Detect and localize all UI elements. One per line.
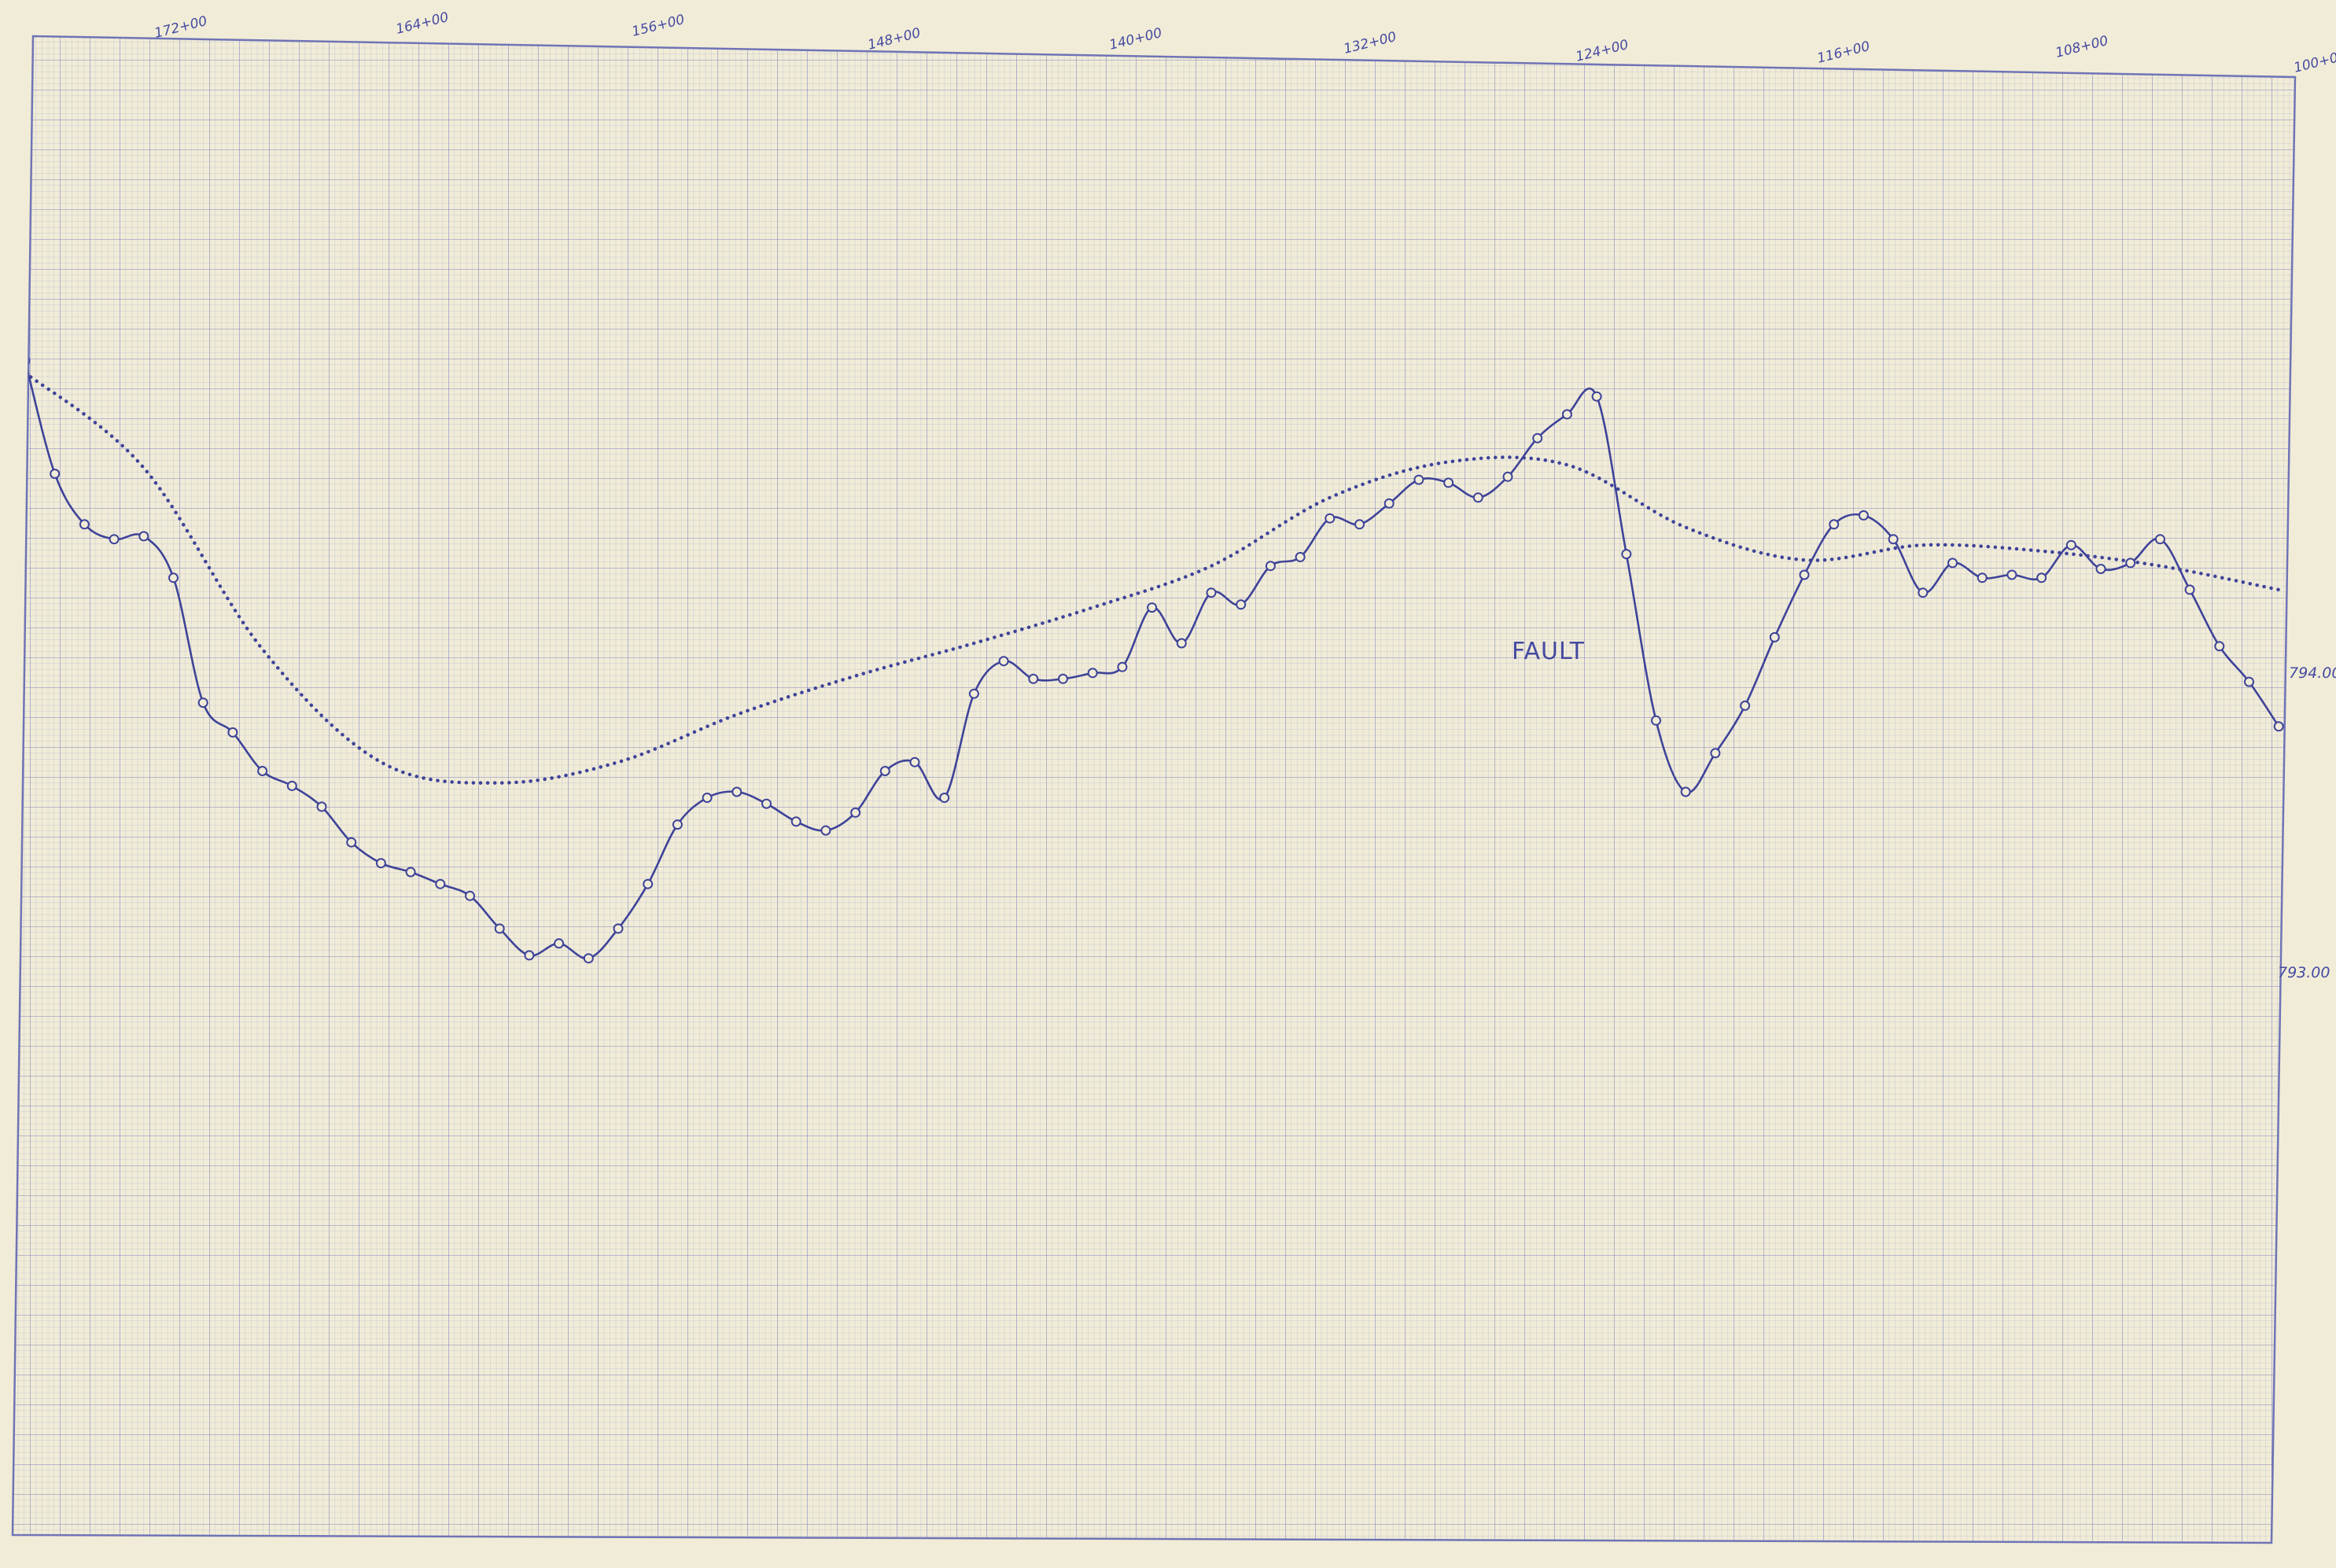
data-point [405, 867, 416, 878]
data-point [1295, 551, 1306, 562]
data-point [554, 938, 565, 949]
station-label-172: 172+00 [153, 13, 208, 42]
data-point [1829, 519, 1840, 530]
data-point [435, 878, 446, 889]
elevation-label-794: 794.00 [2289, 664, 2336, 682]
data-point [909, 756, 920, 767]
data-point [2036, 572, 2047, 583]
data-point [2214, 641, 2225, 652]
data-point [375, 858, 386, 869]
data-point [1502, 471, 1513, 482]
data-point [2125, 558, 2136, 569]
data-point [2095, 564, 2106, 574]
grid-area [11, 35, 2297, 1544]
grid-border [11, 35, 2297, 1544]
data-point [1532, 432, 1543, 444]
data-point [731, 786, 742, 797]
data-point [1443, 477, 1454, 488]
data-point [1236, 599, 1247, 610]
data-point [1206, 587, 1217, 598]
data-point [197, 698, 208, 709]
data-point [2244, 676, 2254, 687]
data-point [1325, 513, 1336, 524]
data-point [643, 878, 654, 889]
data-point [761, 798, 772, 809]
data-point [286, 780, 297, 791]
dotted-trend-layer [23, 370, 2281, 785]
data-point [1413, 474, 1424, 485]
data-point [2006, 569, 2017, 580]
data-point [1591, 391, 1602, 402]
station-label-148: 148+00 [866, 25, 922, 53]
data-point [1888, 534, 1899, 545]
data-point [524, 950, 535, 961]
data-point [939, 793, 950, 803]
data-point [2154, 534, 2165, 545]
elevation-label-793: 793.00 [2278, 964, 2330, 981]
data-point [1918, 587, 1929, 598]
data-point [138, 531, 149, 542]
data-point [702, 793, 713, 803]
data-point [613, 923, 624, 934]
data-point [1621, 549, 1632, 560]
data-point [790, 816, 801, 827]
station-label-164: 164+00 [394, 9, 450, 38]
profile-plot [20, 355, 2284, 964]
data-point [1354, 519, 1365, 530]
data-point [227, 727, 238, 738]
station-label-108: 108+00 [2054, 33, 2109, 61]
station-label-156: 156+00 [630, 12, 686, 40]
data-point [168, 572, 179, 583]
data-point [109, 534, 120, 545]
data-point [2184, 584, 2195, 595]
data-point [1710, 748, 1721, 759]
data-point [1680, 786, 1691, 797]
data-point [1117, 661, 1128, 672]
annotations: FAULT [1512, 638, 1585, 665]
trend-series-line [23, 370, 2281, 785]
station-label-116: 116+00 [1815, 39, 1871, 67]
data-point [494, 923, 505, 934]
data-point [850, 807, 861, 818]
data-point [1472, 492, 1483, 503]
y-axis-elevation-labels: 794.00 793.00 [2278, 664, 2336, 981]
station-label-132: 132+00 [1342, 29, 1398, 57]
data-point [1858, 510, 1869, 521]
data-point [1769, 631, 1780, 642]
data-point [1265, 561, 1276, 572]
data-point [257, 766, 268, 776]
data-point [1740, 700, 1751, 711]
data-point [1799, 569, 1810, 580]
data-point [1058, 673, 1068, 684]
data-point [1977, 572, 1988, 583]
station-label-124: 124+00 [1574, 37, 1630, 65]
data-point [1384, 498, 1395, 509]
data-point [998, 656, 1009, 667]
data-point [2065, 539, 2076, 550]
data-point [1651, 715, 1661, 726]
data-point [879, 766, 890, 776]
paper-grid [13, 36, 2295, 1543]
data-point [465, 890, 475, 901]
station-label-100: 100+00 [2292, 48, 2336, 76]
data-point [583, 953, 594, 964]
station-label-140: 140+00 [1107, 25, 1163, 53]
data-point [79, 519, 90, 530]
data-point [1561, 409, 1572, 420]
data-point [820, 825, 831, 836]
data-point [1087, 668, 1098, 679]
data-point [1176, 638, 1187, 649]
data-point [672, 819, 683, 830]
fault-annotation: FAULT [1512, 638, 1585, 665]
data-point [50, 469, 61, 479]
data-point [1947, 558, 1958, 569]
data-point-layer [20, 355, 2284, 964]
data-point [1147, 602, 1158, 613]
data-point [346, 837, 357, 848]
data-point [316, 801, 327, 812]
data-point [1028, 673, 1039, 684]
data-point [2273, 721, 2284, 732]
data-point [968, 688, 979, 699]
